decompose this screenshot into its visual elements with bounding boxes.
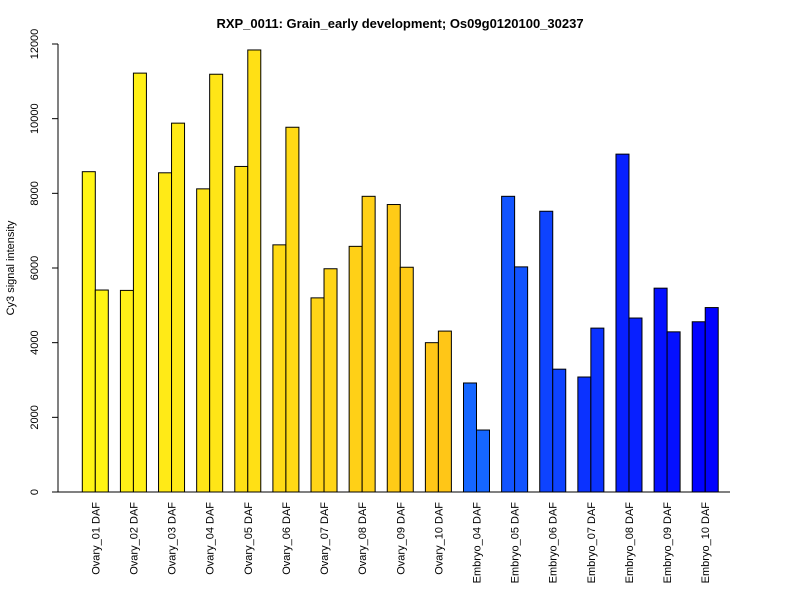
x-tick-label: Embryo_04 DAF	[472, 502, 484, 584]
bar-8-series-1	[348, 245, 363, 493]
bar-15-series-2	[628, 317, 643, 493]
bar-4-series-2	[209, 73, 224, 493]
x-tick-label: Ovary_03 DAF	[167, 502, 179, 575]
x-tick-label: Embryo_06 DAF	[548, 502, 560, 584]
bar-2-series-2	[132, 72, 147, 493]
x-tick-label: Ovary_08 DAF	[357, 502, 369, 575]
bar-12-series-2	[514, 266, 529, 493]
y-axis-label: Cy3 signal intensity	[5, 220, 17, 315]
x-tick-label: Ovary_09 DAF	[395, 502, 407, 575]
bar-2-series-1	[119, 289, 134, 493]
bar-9-series-1	[386, 204, 401, 493]
bar-3-series-2	[171, 122, 186, 493]
bar-13-series-2	[552, 368, 567, 493]
bar-4-series-1	[196, 188, 211, 493]
bar-14-series-2	[590, 327, 605, 493]
x-tick-label: Embryo_08 DAF	[624, 502, 636, 584]
y-tick-label: 4000	[29, 330, 41, 354]
y-tick-label: 12000	[29, 29, 41, 60]
bar-17-series-1	[691, 321, 706, 493]
x-tick-label: Embryo_09 DAF	[662, 502, 674, 584]
bar-5-series-1	[234, 165, 249, 493]
bar-1-series-2	[94, 289, 109, 493]
bar-10-series-1	[424, 342, 439, 493]
x-tick-label: Ovary_02 DAF	[128, 502, 140, 575]
y-tick-label: 6000	[29, 256, 41, 280]
y-tick-label: 2000	[29, 405, 41, 429]
bar-8-series-2	[361, 195, 376, 493]
bar-6-series-1	[272, 244, 287, 493]
x-tick-label: Embryo_05 DAF	[510, 502, 522, 584]
x-tick-label: Embryo_07 DAF	[586, 502, 598, 584]
bar-7-series-1	[310, 297, 325, 493]
bars-group	[81, 49, 719, 493]
bar-5-series-2	[247, 49, 262, 493]
bar-14-series-1	[577, 376, 592, 493]
bar-1-series-1	[81, 171, 96, 493]
bar-17-series-2	[704, 307, 719, 493]
bar-16-series-1	[653, 287, 668, 493]
y-tick-label: 10000	[29, 103, 41, 134]
bar-3-series-1	[158, 172, 173, 493]
bar-7-series-2	[323, 268, 338, 493]
bar-9-series-2	[399, 266, 414, 493]
x-tick-label: Embryo_10 DAF	[700, 502, 712, 584]
bar-10-series-2	[437, 330, 452, 493]
x-tick-label: Ovary_06 DAF	[281, 502, 293, 575]
bar-11-series-2	[476, 429, 490, 493]
bar-13-series-1	[539, 210, 554, 493]
x-tick-label: Ovary_04 DAF	[205, 502, 217, 575]
x-tick-label: Ovary_05 DAF	[243, 502, 255, 575]
x-tick-label: Ovary_07 DAF	[319, 502, 331, 575]
chart-title: RXP_0011: Grain_early development; Os09g…	[216, 16, 583, 31]
y-tick-label: 0	[29, 489, 41, 495]
x-axis: Ovary_01 DAF Ovary_02 DAF Ovary_03 DAF Ovar…	[58, 491, 730, 584]
y-axis: 0 2000 4000 6000 8000 10000 12000	[29, 29, 59, 495]
bar-12-series-1	[501, 195, 516, 493]
bar-15-series-1	[615, 153, 630, 493]
bar-16-series-2	[666, 331, 681, 493]
bar-11-series-1	[463, 382, 477, 493]
x-tick-label: Ovary_10 DAF	[433, 502, 445, 575]
y-tick-label: 8000	[29, 181, 41, 205]
bar-6-series-2	[285, 126, 300, 493]
x-tick-label: Ovary_01 DAF	[90, 502, 102, 575]
